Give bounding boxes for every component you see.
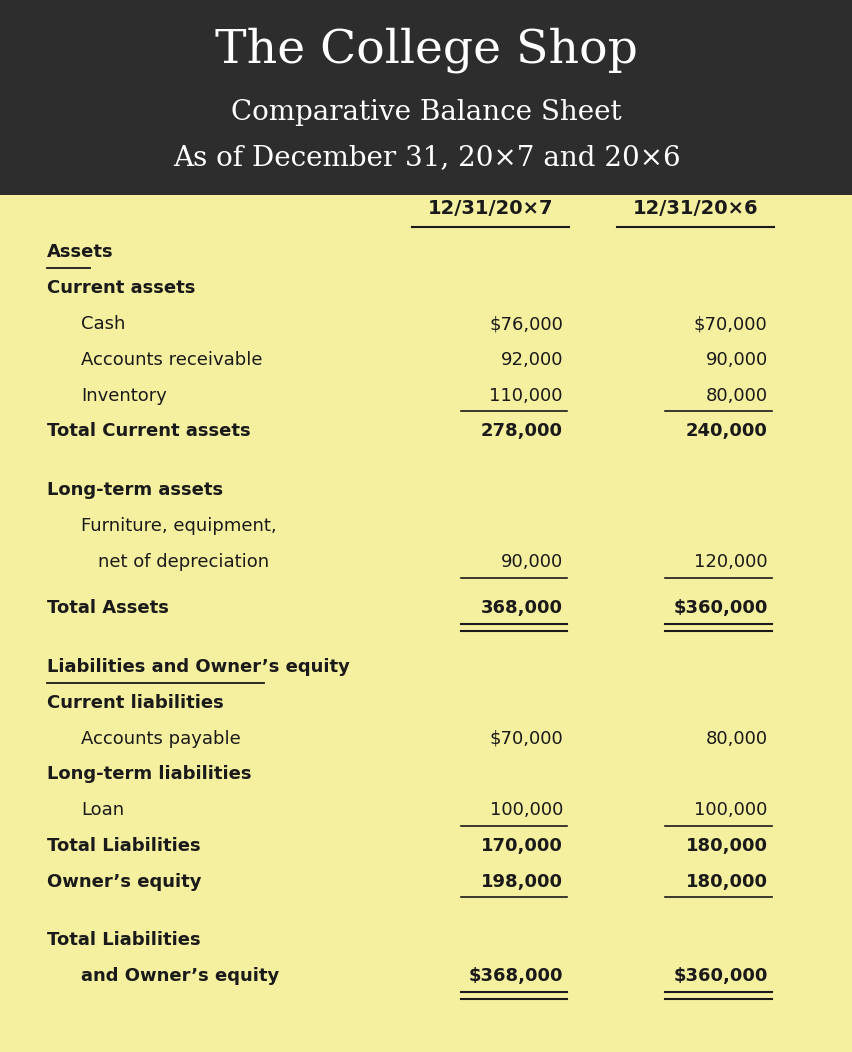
Text: Cash: Cash [81, 315, 125, 333]
Text: 120,000: 120,000 [694, 552, 767, 571]
Text: Accounts receivable: Accounts receivable [81, 350, 262, 369]
Text: 198,000: 198,000 [481, 872, 562, 891]
Text: 100,000: 100,000 [694, 801, 767, 820]
Text: $368,000: $368,000 [468, 967, 562, 986]
Text: Assets: Assets [47, 243, 113, 262]
Text: 180,000: 180,000 [685, 872, 767, 891]
Text: 278,000: 278,000 [481, 422, 562, 441]
Text: 80,000: 80,000 [705, 729, 767, 748]
Text: Total Assets: Total Assets [47, 599, 169, 618]
Text: $70,000: $70,000 [694, 315, 767, 333]
Text: Current assets: Current assets [47, 279, 195, 298]
Text: 240,000: 240,000 [685, 422, 767, 441]
Text: 170,000: 170,000 [481, 836, 562, 855]
Text: 100,000: 100,000 [489, 801, 562, 820]
Text: The College Shop: The College Shop [215, 27, 637, 74]
Text: 92,000: 92,000 [500, 350, 562, 369]
Text: 12/31/20×7: 12/31/20×7 [427, 199, 553, 218]
Text: Inventory: Inventory [81, 386, 167, 405]
Text: Owner’s equity: Owner’s equity [47, 872, 201, 891]
Text: 12/31/20×6: 12/31/20×6 [631, 199, 757, 218]
Text: $360,000: $360,000 [672, 599, 767, 618]
Text: Liabilities and Owner’s equity: Liabilities and Owner’s equity [47, 658, 349, 676]
Text: Furniture, equipment,: Furniture, equipment, [81, 517, 276, 535]
Text: 110,000: 110,000 [489, 386, 562, 405]
Text: 90,000: 90,000 [500, 552, 562, 571]
Text: 90,000: 90,000 [705, 350, 767, 369]
Text: Total Liabilities: Total Liabilities [47, 931, 200, 950]
Text: Total Liabilities: Total Liabilities [47, 836, 200, 855]
Text: Comparative Balance Sheet: Comparative Balance Sheet [231, 99, 621, 126]
Text: Long-term assets: Long-term assets [47, 481, 222, 500]
Text: As of December 31, 20×7 and 20×6: As of December 31, 20×7 and 20×6 [172, 144, 680, 171]
Text: $360,000: $360,000 [672, 967, 767, 986]
Text: $70,000: $70,000 [489, 729, 562, 748]
Text: 180,000: 180,000 [685, 836, 767, 855]
Text: 80,000: 80,000 [705, 386, 767, 405]
Text: Long-term liabilities: Long-term liabilities [47, 765, 251, 784]
Text: Loan: Loan [81, 801, 124, 820]
Text: $76,000: $76,000 [488, 315, 562, 333]
Text: net of depreciation: net of depreciation [98, 552, 269, 571]
Text: Accounts payable: Accounts payable [81, 729, 240, 748]
Text: 368,000: 368,000 [481, 599, 562, 618]
Text: and Owner’s equity: and Owner’s equity [81, 967, 279, 986]
Text: Current liabilities: Current liabilities [47, 693, 223, 712]
Text: Total Current assets: Total Current assets [47, 422, 250, 441]
